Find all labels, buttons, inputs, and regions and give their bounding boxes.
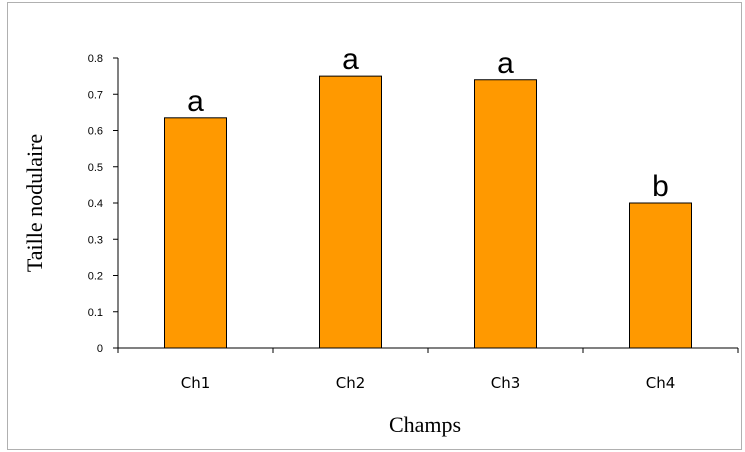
y-tick-label: 0.6 [88, 126, 103, 138]
x-axis-title: Champs [389, 412, 461, 437]
bar-data-label: b [652, 170, 669, 203]
y-axis-ticks: 0 0.1 0.2 0.3 0.4 0.5 0.6 0.7 0.8 [88, 53, 118, 355]
y-tick-label: 0.5 [88, 162, 103, 174]
y-tick-label: 0.3 [88, 234, 103, 246]
bar-data-label: a [187, 85, 204, 118]
bar-ch3 [474, 79, 537, 349]
x-axis-ticks: Ch1 Ch2 Ch3 Ch4 [117, 348, 739, 392]
y-tick-label: 0.4 [88, 198, 103, 210]
bar-ch4 [629, 202, 692, 349]
bars [164, 75, 692, 349]
bar-data-label: a [497, 47, 514, 80]
y-tick-label: 0.7 [88, 89, 103, 101]
y-tick-label: 0.1 [88, 307, 103, 319]
bar-data-label: a [342, 43, 359, 76]
x-tick-label: Ch1 [181, 374, 211, 392]
x-tick-label: Ch3 [491, 374, 521, 392]
y-axis-title: Taille nodulaire [22, 134, 47, 272]
x-tick-label: Ch2 [336, 374, 366, 392]
bar-ch1 [164, 117, 227, 349]
y-tick-label: 0.8 [88, 53, 103, 65]
y-tick-label: 0.2 [88, 271, 103, 283]
data-labels: a a a b [187, 43, 669, 203]
x-tick-label: Ch4 [646, 374, 676, 392]
bar-ch2 [319, 75, 382, 349]
y-tick-label: 0 [97, 343, 103, 355]
